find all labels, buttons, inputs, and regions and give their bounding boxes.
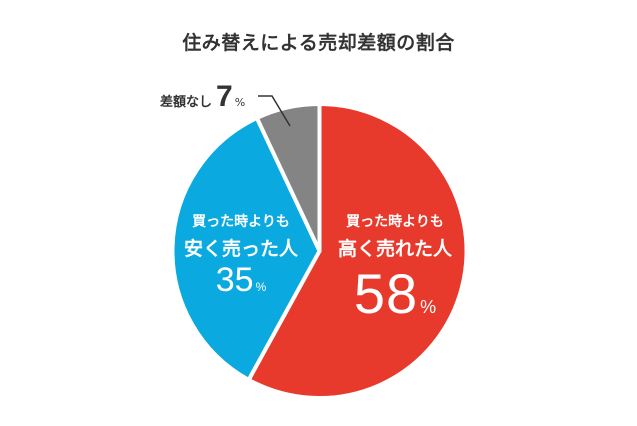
slice-label-higher: 買った時よりも 高く売れた人 58% — [330, 211, 460, 326]
slice-higher — [246, 102, 469, 400]
slice-no-difference — [254, 102, 322, 253]
chart-title: 住み替えによる売却差額の割合 — [182, 32, 455, 54]
percent-higher: 58% — [353, 262, 437, 325]
slice-cheaper — [170, 115, 322, 382]
leader-line — [258, 95, 291, 127]
percent-cheaper: 35% — [215, 261, 267, 299]
slice-label-no-difference: 差額なし 7% — [160, 80, 246, 113]
slice-label-cheaper: 買った時よりも 安く売った人 35% — [180, 211, 302, 300]
